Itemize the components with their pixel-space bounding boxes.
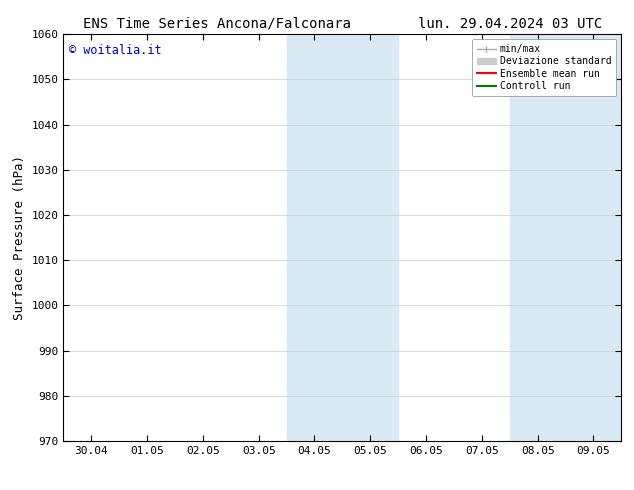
Bar — [287, 34, 398, 441]
Bar — [510, 34, 621, 441]
Legend: min/max, Deviazione standard, Ensemble mean run, Controll run: min/max, Deviazione standard, Ensemble m… — [472, 39, 616, 96]
Title: ENS Time Series Ancona/Falconara        lun. 29.04.2024 03 UTC: ENS Time Series Ancona/Falconara lun. 29… — [82, 16, 602, 30]
Text: © woitalia.it: © woitalia.it — [69, 45, 162, 57]
Y-axis label: Surface Pressure (hPa): Surface Pressure (hPa) — [13, 155, 26, 320]
